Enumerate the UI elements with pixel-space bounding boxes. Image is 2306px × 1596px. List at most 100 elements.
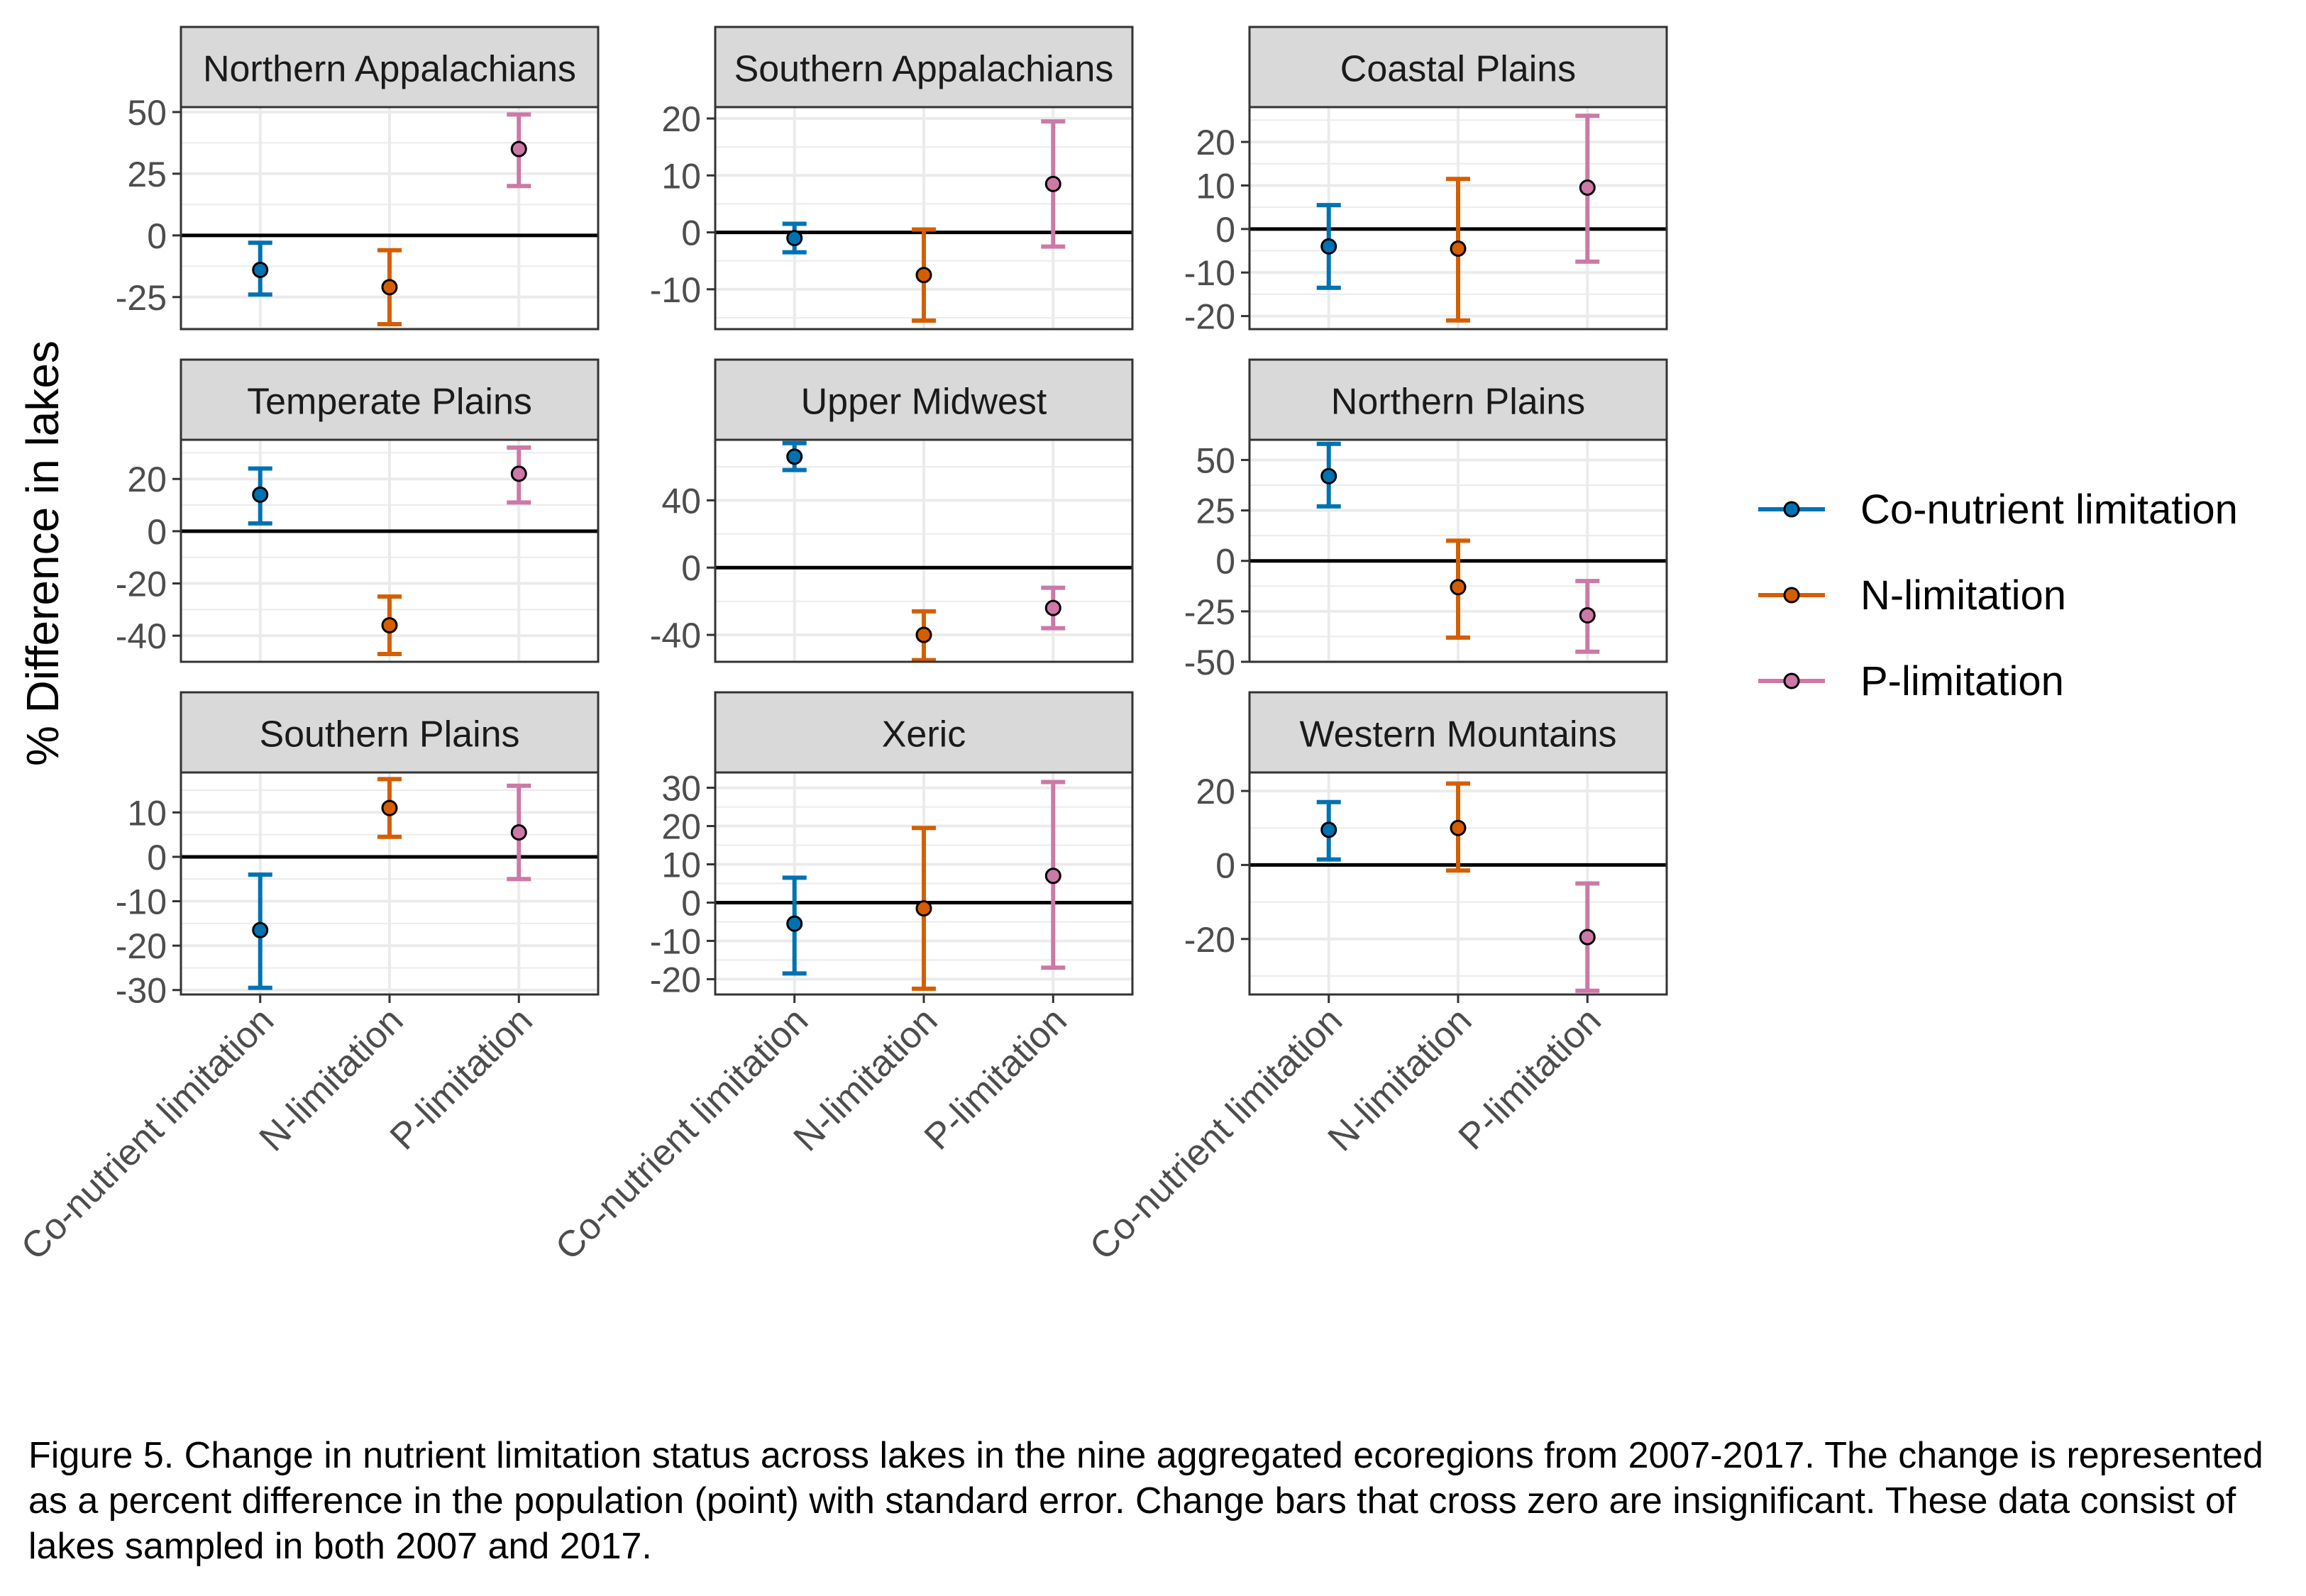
y-tick-label: -20 bbox=[116, 565, 167, 604]
panel-strip bbox=[1248, 26, 1668, 109]
errorbar-co-nutrient-limitation bbox=[248, 872, 272, 990]
panel-title: Coastal Plains bbox=[1340, 49, 1576, 90]
data-point bbox=[252, 262, 269, 279]
errorbar-co-nutrient-limitation bbox=[782, 221, 807, 255]
errorbar-p-limitation bbox=[507, 445, 531, 505]
y-tick-label: 30 bbox=[661, 769, 701, 809]
y-tick-label: 0 bbox=[147, 512, 167, 552]
errorbar-n-limitation bbox=[1446, 177, 1470, 323]
y-tick-label: -30 bbox=[116, 971, 167, 1011]
y-tick-label: 50 bbox=[127, 93, 167, 133]
y-tick-label: 10 bbox=[127, 793, 167, 833]
y-tick-label: 20 bbox=[1196, 772, 1235, 811]
legend-item-co-nutrient-limitation: Co-nutrient limitation bbox=[1758, 487, 2238, 533]
errorbar-p-limitation bbox=[1041, 780, 1066, 970]
y-tick-label: 25 bbox=[127, 155, 167, 194]
errorbar-p-limitation bbox=[1041, 585, 1066, 631]
x-tick-label: Co-nutrient limitation bbox=[1082, 999, 1350, 1268]
errorbar-p-limitation bbox=[507, 112, 531, 189]
legend-key-point bbox=[1783, 501, 1800, 518]
data-point bbox=[252, 921, 269, 938]
panel-strip bbox=[180, 26, 600, 109]
data-point bbox=[1579, 607, 1596, 624]
panel-title: Xeric bbox=[882, 714, 966, 755]
data-point bbox=[1044, 868, 1061, 885]
panel-strip bbox=[1248, 691, 1668, 774]
errorbar-n-limitation bbox=[377, 248, 402, 327]
y-tick-label: 0 bbox=[1215, 542, 1235, 582]
panel-title: Temperate Plains bbox=[247, 382, 532, 423]
data-point bbox=[510, 824, 527, 841]
panel-temperate-plains: Temperate Plains -40 -20 0 20 bbox=[116, 358, 600, 663]
y-tick-label: 0 bbox=[147, 838, 167, 877]
y-tick-label: 10 bbox=[1196, 166, 1235, 206]
panel-border bbox=[180, 106, 600, 331]
data-point bbox=[510, 465, 527, 482]
panel-title: Northern Plains bbox=[1331, 382, 1585, 423]
data-point bbox=[381, 279, 398, 296]
legend-label: N-limitation bbox=[1860, 572, 2066, 619]
y-tick-label: -20 bbox=[1184, 920, 1235, 960]
panel-title: Southern Appalachians bbox=[734, 49, 1114, 90]
y-tick-label: -40 bbox=[116, 616, 167, 656]
panel-title: Western Mountains bbox=[1299, 714, 1616, 755]
y-tick-label: -10 bbox=[116, 882, 167, 922]
panel-northern-plains: Northern Plains -50 -25 0 25 50 bbox=[1184, 358, 1668, 682]
panel-western-mountains: Western Mountains -20 0 20 Co-nutrient limit… bbox=[1082, 691, 1668, 1268]
panel-border bbox=[714, 438, 1134, 663]
panel-strip bbox=[1248, 358, 1668, 441]
y-tick-label: -40 bbox=[650, 616, 701, 655]
y-tick-label: 10 bbox=[661, 156, 701, 196]
errorbar-p-limitation bbox=[1041, 119, 1066, 249]
errorbar-co-nutrient-limitation bbox=[782, 875, 807, 976]
y-tick-label: -10 bbox=[650, 270, 701, 310]
y-tick-label: -10 bbox=[650, 921, 701, 961]
errorbar-p-limitation bbox=[1575, 579, 1600, 654]
errorbar-p-limitation bbox=[1575, 113, 1600, 264]
y-tick-label: -10 bbox=[1184, 253, 1235, 293]
y-tick-label: -20 bbox=[1184, 297, 1235, 337]
data-point bbox=[1450, 579, 1467, 596]
faceted-errorbar-chart: % Difference in lakes Northern Appalachi… bbox=[13, 26, 2238, 1268]
errorbar-n-limitation bbox=[912, 227, 936, 323]
y-tick-label: 40 bbox=[661, 481, 701, 521]
panel-southern-appalachians: Southern Appalachians -10 0 10 20 bbox=[650, 26, 1134, 331]
y-tick-label: -25 bbox=[1184, 592, 1235, 632]
y-tick-label: 0 bbox=[681, 883, 701, 923]
y-tick-label: -20 bbox=[116, 926, 167, 966]
errorbar-co-nutrient-limitation bbox=[1316, 441, 1341, 509]
data-point bbox=[915, 267, 932, 284]
panel-strip bbox=[180, 691, 600, 774]
errorbar-co-nutrient-limitation bbox=[248, 240, 272, 297]
panel-title: Southern Plains bbox=[259, 714, 519, 755]
data-point bbox=[1579, 179, 1596, 196]
errorbar-p-limitation bbox=[1575, 881, 1600, 993]
data-point bbox=[786, 915, 803, 932]
legend-key-point bbox=[1783, 587, 1800, 604]
data-point bbox=[252, 486, 269, 503]
facet-panels: Northern Appalachians -25 0 25 50 Southern Ap… bbox=[13, 26, 1668, 1268]
panel-title: Northern Appalachians bbox=[203, 49, 576, 90]
data-point bbox=[915, 900, 932, 917]
panel-upper-midwest: Upper Midwest -40 0 40 bbox=[650, 358, 1134, 663]
y-tick-label: 0 bbox=[1215, 210, 1235, 250]
y-tick-label: 10 bbox=[661, 846, 701, 885]
data-point bbox=[510, 140, 527, 157]
x-tick-label: P-limitation bbox=[382, 999, 541, 1158]
data-point bbox=[1450, 240, 1467, 257]
x-tick-label: P-limitation bbox=[917, 999, 1075, 1158]
panel-border bbox=[714, 106, 1134, 331]
errorbar-n-limitation bbox=[912, 609, 936, 663]
errorbar-co-nutrient-limitation bbox=[1316, 799, 1341, 862]
errorbar-co-nutrient-limitation bbox=[782, 440, 807, 472]
x-tick-label: Co-nutrient limitation bbox=[13, 999, 282, 1268]
data-point bbox=[1044, 175, 1061, 192]
y-tick-label: 0 bbox=[681, 214, 701, 253]
panel-strip bbox=[180, 358, 600, 441]
errorbar-n-limitation bbox=[1446, 538, 1470, 640]
y-tick-label: 20 bbox=[661, 807, 701, 847]
data-point bbox=[1320, 821, 1337, 838]
data-point bbox=[1450, 819, 1467, 836]
y-tick-label: -20 bbox=[650, 960, 701, 999]
